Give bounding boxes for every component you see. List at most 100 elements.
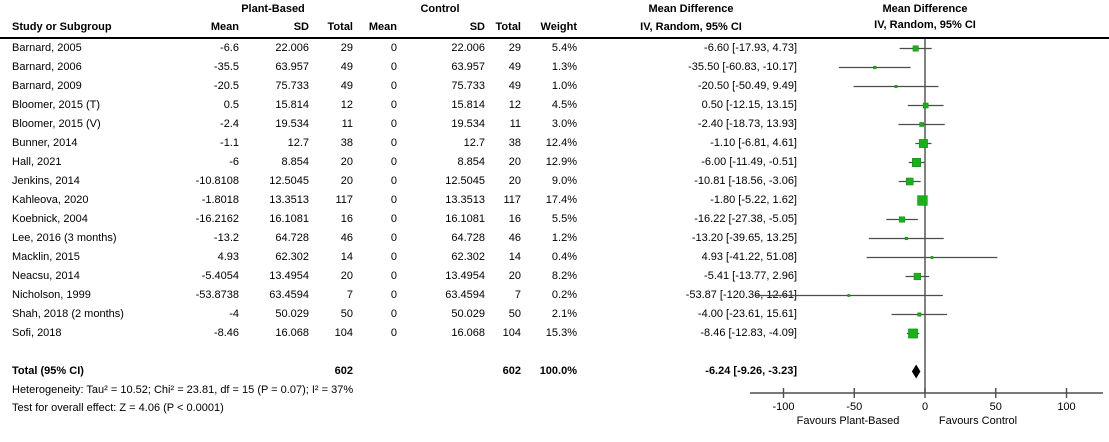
effect-square-marker [905,177,914,186]
row-ci: -6.60 [-17.93, 4.73] [704,42,797,54]
row-weight: 1.3% [551,61,577,73]
exp-mean: -1.8018 [201,194,239,206]
total-row: Total (95% CI) 602 602 100.0% -6.24 [-9.… [0,362,810,381]
ctl-mean: 0 [390,194,397,206]
axis-tick-label: -50 [846,401,862,413]
exp-total: 20 [340,156,353,168]
study-name: Lee, 2016 (3 months) [12,232,117,244]
exp-total: 20 [340,270,353,282]
axis-tick-label: 0 [922,401,928,413]
exp-mean: -4 [229,308,239,320]
ctl-sd: 63.957 [451,61,485,73]
ctl-sd: 63.4594 [445,289,485,301]
row-weight: 9.0% [551,175,577,187]
exp-total: 16 [340,213,353,225]
ctl-mean: 0 [390,251,397,263]
row-weight: 5.4% [551,42,577,54]
exp-sd: 12.5045 [269,175,309,187]
study-row: Shah, 2018 (2 months) -4 50.029 50 0 50.… [0,305,810,324]
exp-sd: 63.4594 [269,289,309,301]
row-weight: 0.4% [551,251,577,263]
row-ci: -20.50 [-50.49, 9.49] [697,80,797,92]
row-ci: -53.87 [-120.36, 12.61] [685,289,797,301]
study-row: Bloomer, 2015 (V) -2.4 19.534 11 0 19.53… [0,115,810,134]
exp-mean: -5.4054 [201,270,239,282]
ctl-mean: 0 [390,99,397,111]
weight-header: Weight [540,21,577,33]
exp-total: 50 [340,308,353,320]
ctl-mean: 0 [390,80,397,92]
ctl-mean: 0 [390,289,397,301]
column-header-row: Study or Subgroup Mean SD Total Mean SD … [0,19,810,35]
exp-sd: 12.7 [287,137,309,149]
ctl-sd-header: SD [469,21,485,33]
study-row: Sofi, 2018 -8.46 16.068 104 0 16.068 104… [0,324,810,343]
exp-sd: 75.733 [275,80,309,92]
ctl-mean: 0 [390,42,397,54]
ctl-total: 29 [508,42,521,54]
study-row: Barnard, 2005 -6.6 22.006 29 0 22.006 29… [0,39,810,58]
ctl-total: 38 [508,137,521,149]
total-ctl-sd [400,362,488,381]
study-row: Kahleova, 2020 -1.8018 13.3513 117 0 13.… [0,191,810,210]
row-weight: 0.2% [551,289,577,301]
effect-square-marker [917,312,922,317]
study-name: Shah, 2018 (2 months) [12,308,124,320]
ctl-sd: 12.7 [463,137,485,149]
row-weight: 1.0% [551,80,577,92]
effect-square-marker [908,328,918,339]
exp-sd: 13.3513 [269,194,309,206]
ctl-sd: 22.006 [451,42,485,54]
exp-mean: 0.5 [223,99,239,111]
summary-diamond [911,364,921,379]
study-name: Jenkins, 2014 [12,175,80,187]
group1-header: Plant-Based [241,3,305,15]
ctl-total: 11 [509,118,521,130]
favours-left-label: Favours Plant-Based [797,415,900,427]
exp-total: 20 [340,175,353,187]
total-ctl-n: 602 [502,365,521,377]
study-col-header: Study or Subgroup [12,21,112,33]
ctl-mean: 0 [390,308,397,320]
row-ci: -6.00 [-11.49, -0.51] [701,156,797,168]
row-weight: 15.3% [545,327,577,339]
exp-total: 49 [340,80,353,92]
study-name: Barnard, 2009 [12,80,82,92]
ctl-total: 20 [508,156,521,168]
row-ci: -1.80 [-5.22, 1.62] [710,194,797,206]
row-ci: -1.10 [-6.81, 4.61] [710,137,797,149]
axis-tick-label: 50 [990,401,1002,413]
exp-mean: -2.4 [220,118,239,130]
exp-mean: -13.2 [213,232,239,244]
ctl-sd: 64.728 [451,232,485,244]
row-ci: -35.50 [-60.83, -10.17] [688,61,797,73]
effect-square-marker [922,102,929,109]
ctl-mean-header: Mean [368,21,397,33]
exp-total: 49 [340,61,353,73]
row-weight: 2.1% [551,308,577,320]
ctl-total: 49 [508,61,521,73]
ctl-mean: 0 [390,61,397,73]
effect-square-marker [917,195,928,206]
axis-tick-label: 100 [1057,401,1075,413]
exp-total: 12 [340,99,353,111]
study-row: Barnard, 2006 -35.5 63.957 49 0 63.957 4… [0,58,810,77]
study-row: Bloomer, 2015 (T) 0.5 15.814 12 0 15.814… [0,96,810,115]
exp-mean: -1.1 [220,137,239,149]
ctl-sd: 16.1081 [445,213,485,225]
ctl-sd: 15.814 [451,99,485,111]
study-row: Bunner, 2014 -1.1 12.7 38 0 12.7 38 12.4… [0,134,810,153]
ctl-mean: 0 [390,327,397,339]
row-weight: 12.4% [545,137,577,149]
exp-sd: 16.068 [275,327,309,339]
study-rows: Barnard, 2005 -6.6 22.006 29 0 22.006 29… [0,39,810,343]
study-name: Barnard, 2005 [12,42,82,54]
exp-total: 29 [340,42,353,54]
total-label: Total (95% CI) [12,365,84,377]
ctl-total: 46 [508,232,521,244]
effect-square-marker [904,236,908,241]
md-stat-subheader: IV, Random, 95% CI [640,21,742,33]
study-row: Neacsu, 2014 -5.4054 13.4954 20 0 13.495… [0,267,810,286]
exp-sd: 50.029 [275,308,309,320]
